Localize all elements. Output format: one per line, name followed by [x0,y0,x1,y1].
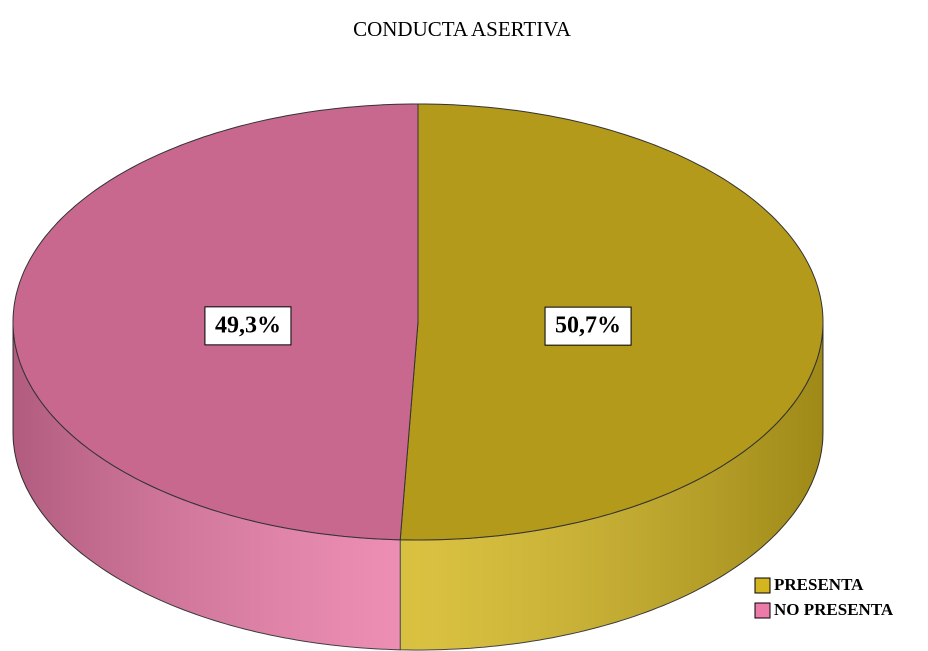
legend-label: PRESENTA [774,575,864,594]
value-label: 50,7% [544,306,632,346]
legend-swatch [754,577,771,594]
label-box [204,306,292,346]
legend-swatch [754,602,771,619]
value-label-text: 49,3% [215,312,281,338]
chart-title: CONDUCTA ASERTIVA [353,17,572,41]
value-label-text: 50,7% [555,313,621,339]
value-label: 49,3% [204,306,292,346]
side-shade [13,322,823,650]
legend-label: NO PRESENTA [774,600,894,619]
label-box [544,306,632,346]
